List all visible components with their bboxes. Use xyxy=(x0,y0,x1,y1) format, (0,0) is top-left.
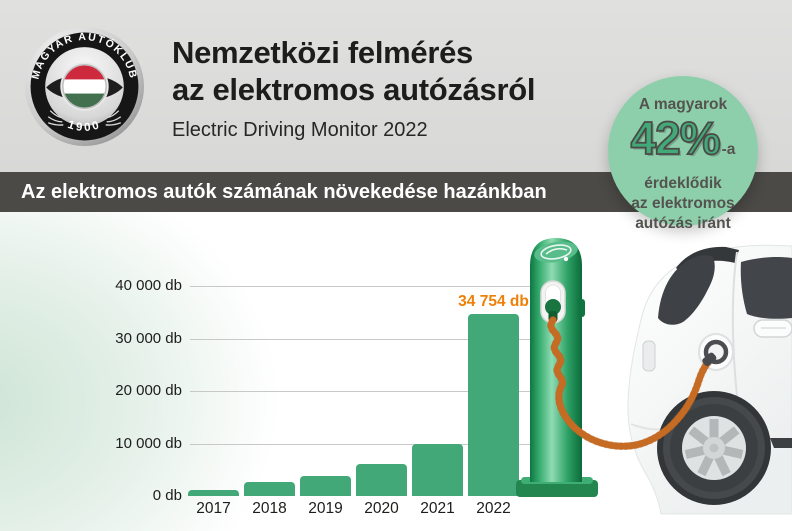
magyar-autoklub-logo: MAGYAR AUTÓKLUB 1900 xyxy=(25,27,144,146)
bar-2020 xyxy=(356,463,407,496)
gridline-40000 xyxy=(190,286,531,287)
badge-suffix: -a xyxy=(721,141,736,158)
y-axis-label: 20 000 db xyxy=(115,382,182,399)
bar-value-label: 34 754 db xyxy=(458,292,529,310)
bar-2019 xyxy=(300,476,351,496)
laurel-branches xyxy=(47,110,122,126)
gridline-30000 xyxy=(190,338,531,340)
section-title: Az elektromos autók számának növekedése … xyxy=(21,181,547,203)
y-axis-label: 40 000 db xyxy=(115,277,182,294)
badge-percentage: 42% xyxy=(630,112,722,164)
y-axis-label: 30 000 db xyxy=(115,329,182,347)
title-line2: az elektromos autózásról xyxy=(172,72,536,107)
x-axis-label: 2018 xyxy=(252,500,287,517)
x-axis-label: 2019 xyxy=(308,500,343,517)
bar-2018 xyxy=(244,482,295,496)
logo-year: 1900 xyxy=(66,119,103,134)
bar-2021 xyxy=(412,443,463,496)
bar-2022 xyxy=(468,313,519,496)
y-axis-label: 10 000 db xyxy=(115,434,182,452)
hungarian-flag xyxy=(63,65,106,108)
page-title: Nemzetközi felmérés az elektromos autózá… xyxy=(172,34,536,108)
badge-value-row: 42% -a xyxy=(608,112,758,172)
bar-2017 xyxy=(188,489,239,496)
gridline-20000 xyxy=(190,391,531,392)
badge-line2: érdeklődik xyxy=(644,175,722,192)
x-axis-label: 2017 xyxy=(196,500,231,517)
gridline-10000 xyxy=(190,443,531,445)
badge-line4: autózás iránt xyxy=(635,215,731,232)
y-axis-label: 0 db xyxy=(152,487,182,504)
badge-line1: A magyarok xyxy=(638,96,728,113)
x-axis-label: 2022 xyxy=(476,500,511,517)
x-axis-label: 2020 xyxy=(364,500,399,517)
x-axis-label: 2021 xyxy=(420,500,455,517)
badge-line3: az elektromos xyxy=(631,195,735,212)
page-subtitle: Electric Driving Monitor 2022 xyxy=(172,119,428,141)
statistic-badge: A magyarok 42% -a érdeklődik az elektrom… xyxy=(608,76,758,232)
title-line1: Nemzetközi felmérés xyxy=(172,35,473,70)
